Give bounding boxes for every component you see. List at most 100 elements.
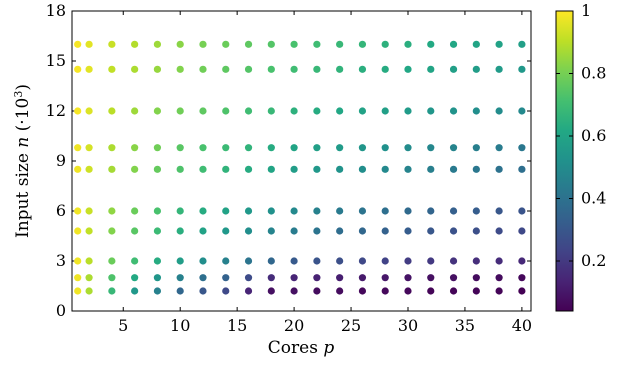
data-point	[131, 207, 139, 215]
data-point	[199, 227, 207, 235]
data-point	[222, 40, 230, 48]
data-point	[427, 207, 435, 215]
data-point	[472, 227, 480, 235]
data-point	[85, 65, 93, 73]
data-point	[153, 287, 162, 295]
data-point	[267, 144, 275, 152]
data-point	[336, 287, 344, 295]
data-point	[427, 227, 435, 235]
y-tick-label: 6	[56, 201, 66, 220]
data-point	[472, 257, 480, 265]
data-point	[381, 207, 389, 215]
data-point	[404, 274, 412, 282]
data-point	[199, 40, 207, 48]
x-tick-label: 20	[284, 316, 304, 335]
data-point	[313, 227, 321, 235]
y-tick-label: 18	[46, 1, 66, 20]
data-point	[427, 144, 435, 152]
data-point	[336, 227, 344, 235]
x-tick-label: 5	[118, 316, 128, 335]
data-point	[495, 227, 503, 235]
data-point	[222, 227, 230, 235]
data-point	[518, 274, 526, 282]
data-point	[74, 144, 82, 152]
data-point	[153, 65, 162, 73]
data-point	[199, 257, 207, 265]
data-point	[518, 257, 526, 265]
data-point	[404, 257, 412, 265]
data-point	[222, 287, 230, 295]
colorbar	[555, 10, 574, 312]
data-point	[358, 165, 367, 173]
data-point	[222, 65, 230, 73]
data-point	[313, 40, 321, 48]
data-point	[108, 227, 116, 235]
data-point	[74, 40, 82, 48]
data-point	[313, 65, 321, 73]
plot-area	[71, 10, 532, 312]
data-point	[495, 65, 503, 73]
data-point	[153, 107, 162, 115]
data-point	[153, 227, 162, 235]
data-point	[381, 165, 389, 173]
data-point	[518, 207, 526, 215]
data-point	[427, 65, 435, 73]
data-point	[267, 287, 275, 295]
data-point	[290, 287, 298, 295]
data-point	[518, 40, 526, 48]
data-point	[449, 257, 458, 265]
data-point	[267, 207, 275, 215]
data-point	[199, 165, 207, 173]
data-point	[199, 287, 207, 295]
data-point	[244, 144, 253, 152]
data-point	[404, 144, 412, 152]
data-point	[449, 227, 458, 235]
data-point	[427, 165, 435, 173]
data-point	[495, 207, 503, 215]
data-point	[176, 107, 184, 115]
x-tick-label: 25	[341, 316, 361, 335]
data-point	[153, 40, 162, 48]
data-point	[290, 107, 298, 115]
x-tick-label: 15	[227, 316, 247, 335]
data-points	[74, 40, 526, 295]
data-point	[85, 40, 93, 48]
data-point	[313, 287, 321, 295]
y-axis: 0 3 6 9 12 15 18	[46, 1, 531, 320]
data-point	[108, 165, 116, 173]
data-point	[358, 257, 367, 265]
data-point	[267, 40, 275, 48]
data-point	[244, 165, 253, 173]
data-point	[244, 65, 253, 73]
data-point	[518, 287, 526, 295]
data-point	[449, 287, 458, 295]
data-point	[358, 207, 367, 215]
data-point	[427, 40, 435, 48]
data-point	[108, 107, 116, 115]
data-point	[336, 65, 344, 73]
data-point	[131, 274, 139, 282]
data-point	[85, 227, 93, 235]
data-point	[131, 65, 139, 73]
data-point	[267, 65, 275, 73]
data-point	[108, 257, 116, 265]
data-point	[495, 287, 503, 295]
data-point	[199, 144, 207, 152]
data-point	[449, 40, 458, 48]
data-point	[244, 274, 253, 282]
x-axis: 5 10 15 20 25 30 35 40	[118, 11, 532, 335]
data-point	[358, 227, 367, 235]
data-point	[222, 144, 230, 152]
data-point	[74, 257, 82, 265]
x-tick-label: 40	[512, 316, 532, 335]
data-point	[472, 274, 480, 282]
data-point	[85, 144, 93, 152]
data-point	[518, 65, 526, 73]
data-point	[267, 165, 275, 173]
data-point	[176, 165, 184, 173]
data-point	[74, 65, 82, 73]
data-point	[85, 107, 93, 115]
data-point	[176, 287, 184, 295]
data-point	[267, 107, 275, 115]
colorbar-tick-label: 0.6	[581, 126, 606, 145]
